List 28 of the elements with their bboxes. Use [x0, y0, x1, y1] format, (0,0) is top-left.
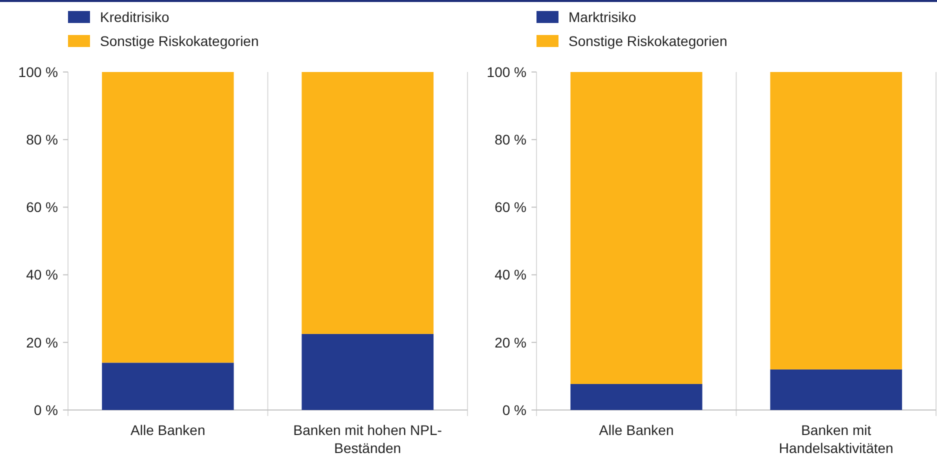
y-tick-label: 40 %: [26, 266, 58, 283]
bar: [570, 72, 702, 384]
bar: [102, 72, 234, 363]
x-tick-label: Banken mit Handelsaktivitäten: [778, 422, 894, 455]
legend-label: Marktrisiko: [568, 8, 636, 25]
y-tick-label: 60 %: [494, 199, 526, 216]
y-tick-label: 20 %: [26, 334, 58, 350]
x-tick-label: Alle Banken: [130, 422, 206, 438]
y-tick-label: 80 %: [26, 132, 58, 148]
bar: [570, 384, 702, 410]
legend-label: Sonstige Riskokategorien: [568, 32, 728, 49]
legend-label: Sonstige Riskokategorien: [100, 32, 259, 49]
y-tick-label: 20 %: [494, 334, 526, 350]
y-tick-label: 60 %: [26, 199, 58, 216]
y-tick-label: 40 %: [494, 266, 526, 283]
y-tick-label: 0 %: [502, 402, 526, 418]
y-tick-label: 80 %: [494, 132, 526, 148]
bar: [770, 72, 902, 370]
bar: [102, 362, 234, 410]
bar: [302, 334, 434, 410]
y-tick-label: 100 %: [18, 64, 58, 80]
x-tick-label: Banken mit hohen NPL-Beständen: [293, 422, 442, 455]
x-tick-label: Alle Banken: [599, 422, 674, 438]
bar: [770, 369, 902, 410]
bar: [302, 72, 434, 334]
y-tick-label: 0 %: [34, 402, 58, 418]
legend-label: Kreditrisiko: [100, 8, 170, 25]
y-tick-label: 100 %: [486, 64, 526, 80]
